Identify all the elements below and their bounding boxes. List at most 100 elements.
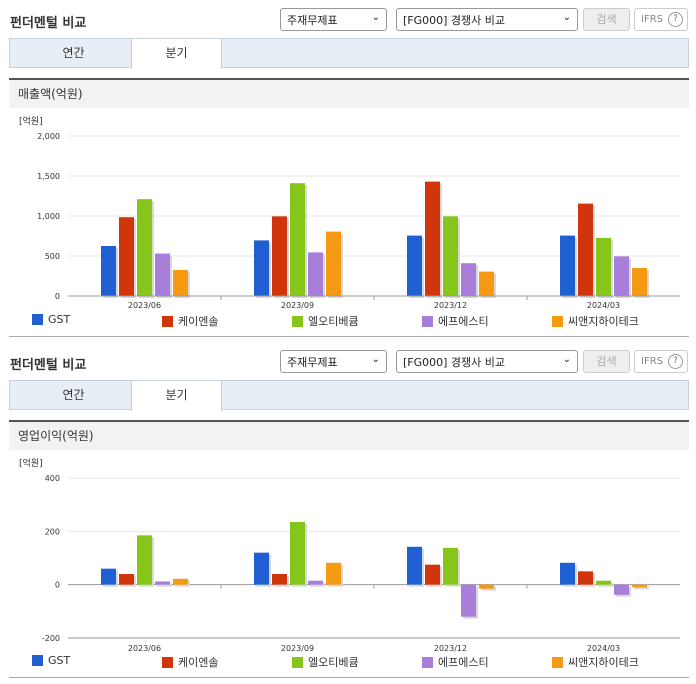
search-button[interactable]: 검색: [583, 8, 630, 31]
panel-title: 펀더멘털 비교: [10, 358, 87, 373]
legend-swatch: [422, 316, 433, 327]
bar: [443, 216, 458, 296]
bar: [290, 183, 305, 296]
period-tabs: 연간 분기: [9, 380, 689, 411]
legend-label: 케이엔솔: [178, 656, 219, 669]
tab-quarterly[interactable]: 분기: [131, 381, 222, 411]
bar: [407, 235, 422, 296]
tab-annual[interactable]: 연간: [62, 46, 85, 60]
bar: [596, 238, 611, 296]
statement-select-value: 주재무제표: [287, 14, 338, 27]
panel-header: 펀더멘털 비교 주재무제표 ⌄ [FG000] 경쟁사 비교 ⌄ 검색 IFRS…: [0, 342, 696, 380]
panel-title: 펀더멘털 비교: [10, 16, 87, 31]
bar-shadow: [310, 582, 325, 587]
y-tick-label: 400: [45, 474, 60, 483]
y-tick-label: 200: [45, 527, 60, 536]
bar: [560, 562, 575, 585]
statement-select[interactable]: 주재무제표 ⌄: [280, 8, 387, 31]
legend-label: 엘오티베큠: [308, 656, 359, 669]
bar: [461, 584, 476, 617]
legend-swatch: [32, 314, 43, 325]
statement-select[interactable]: 주재무제표 ⌄: [280, 350, 387, 373]
x-tick-label: 2023/09: [281, 301, 314, 310]
peer-group-select-value: [FG000] 경쟁사 비교: [403, 14, 506, 27]
revenue-chart: [억원] 0 500 1,000 1,500 2,000 2023/06 2023/09 202…: [19, 115, 680, 310]
bar: [101, 568, 116, 585]
legend-swatch: [552, 316, 563, 327]
ifrs-label: IFRS: [641, 356, 663, 367]
legend-label: 에프에스티: [438, 656, 489, 669]
metric-title: 매출액(억원): [9, 78, 689, 108]
panel-operating-profit: 펀더멘털 비교 주재무제표 ⌄ [FG000] 경쟁사 비교 ⌄ 검색 IFRS…: [0, 342, 696, 411]
bar: [614, 584, 629, 595]
peer-group-select-value: [FG000] 경쟁사 비교: [403, 356, 506, 369]
legend-label: GST: [48, 654, 71, 667]
bar: [461, 263, 476, 296]
bar: [425, 181, 440, 296]
chevron-down-icon: ⌄: [562, 12, 571, 23]
legend-swatch: [32, 655, 43, 666]
x-tick-label: 2023/12: [434, 301, 467, 310]
bar: [596, 580, 611, 585]
y-unit-label: [억원]: [19, 115, 43, 127]
chevron-down-icon: ⌄: [562, 354, 571, 365]
legend-item: 에프에스티: [422, 654, 489, 670]
help-icon: ?: [668, 354, 683, 369]
bar: [578, 571, 593, 585]
ifrs-button[interactable]: IFRS ?: [634, 8, 688, 31]
legend-label: 씨앤지하이테크: [568, 656, 639, 669]
bar: [272, 574, 287, 585]
y-tick-label: 500: [45, 252, 60, 261]
legend-swatch: [422, 657, 433, 668]
ifrs-label: IFRS: [641, 14, 663, 25]
bar: [137, 199, 152, 296]
search-button[interactable]: 검색: [583, 350, 630, 373]
x-tick-label: 2023/12: [434, 644, 467, 652]
bar: [173, 270, 188, 296]
y-tick-label: 0: [55, 581, 60, 590]
legend-item: 씨앤지하이테크: [552, 654, 639, 670]
x-tick-label: 2024/03: [587, 301, 620, 310]
legend-swatch: [292, 657, 303, 668]
bar: [101, 246, 116, 296]
legend-swatch: [292, 316, 303, 327]
legend-label: 케이엔솔: [178, 315, 219, 328]
bar-shadow: [634, 586, 649, 590]
peer-group-select[interactable]: [FG000] 경쟁사 비교 ⌄: [396, 8, 578, 31]
period-tabs: 연간 분기: [9, 38, 689, 69]
divider: [9, 677, 689, 678]
chart-legend: GST 케이엔솔 엘오티베큠 에프에스티 씨앤지하이테크: [0, 654, 696, 670]
divider: [9, 336, 689, 337]
bar: [479, 584, 494, 589]
legend-item: 케이엔솔: [162, 654, 218, 670]
legend-item: 엘오티베큠: [292, 313, 359, 329]
y-tick-label: 1,000: [37, 212, 60, 221]
chart-legend: GST 케이엔솔 엘오티베큠 에프에스티 씨앤지하이테크: [0, 313, 696, 329]
operating-profit-chart: [억원] -200 0 200 400 2023/06 2023/09 2023/12 2024…: [19, 457, 680, 652]
bar: [254, 552, 269, 585]
y-tick-label: -200: [42, 634, 60, 643]
bar: [425, 564, 440, 585]
bar: [632, 268, 647, 296]
bar: [614, 256, 629, 296]
legend-swatch: [162, 657, 173, 668]
bar: [560, 235, 575, 296]
bar: [308, 580, 323, 585]
panel-header: 펀더멘털 비교 주재무제표 ⌄ [FG000] 경쟁사 비교 ⌄ 검색 IFRS…: [0, 0, 696, 38]
peer-group-select[interactable]: [FG000] 경쟁사 비교 ⌄: [396, 350, 578, 373]
bar-shadow: [157, 583, 172, 587]
chevron-down-icon: ⌄: [371, 354, 380, 365]
bar: [632, 584, 647, 588]
bar: [155, 581, 170, 585]
legend-label: GST: [48, 313, 71, 326]
bar: [137, 535, 152, 585]
x-tick-label: 2023/09: [281, 644, 314, 652]
tab-annual[interactable]: 연간: [62, 388, 85, 402]
legend-item: 케이엔솔: [162, 313, 218, 329]
x-tick-label: 2023/06: [128, 644, 161, 652]
tab-quarterly[interactable]: 분기: [131, 39, 222, 69]
y-tick-label: 1,500: [37, 172, 60, 181]
ifrs-button[interactable]: IFRS ?: [634, 350, 688, 373]
legend-swatch: [552, 657, 563, 668]
legend-item: 에프에스티: [422, 313, 489, 329]
